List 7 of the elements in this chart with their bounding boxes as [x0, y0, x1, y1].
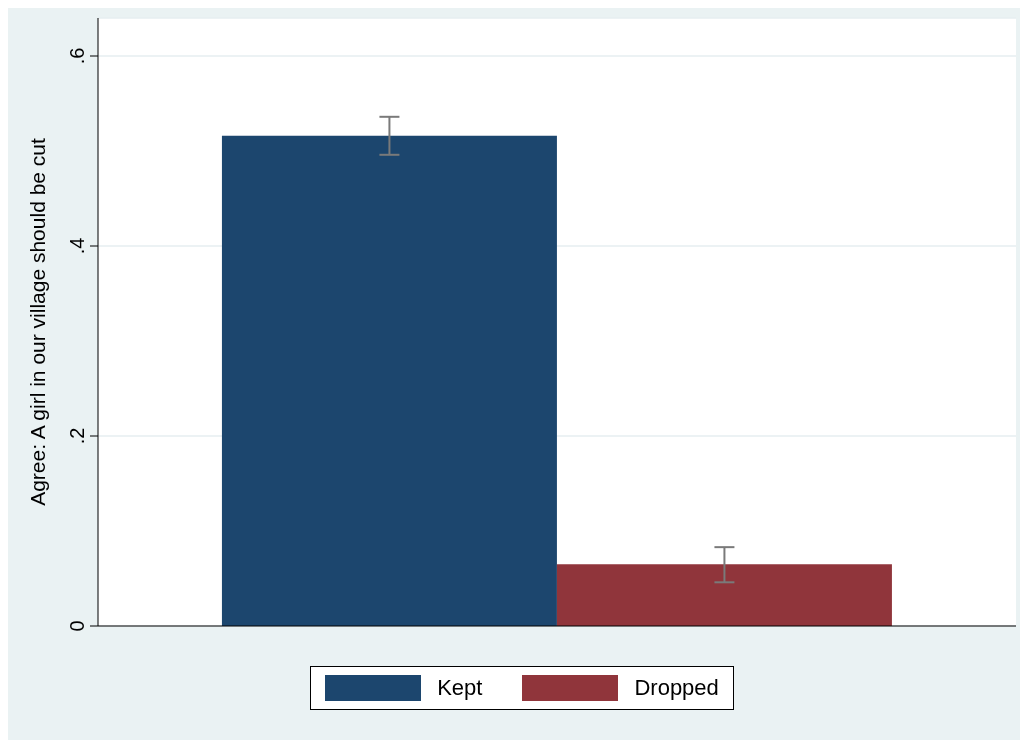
y-tick-label: .6 — [66, 47, 88, 65]
legend-label: Dropped — [634, 675, 719, 701]
y-tick-label: .4 — [66, 237, 88, 255]
y-axis-title: Agree: A girl in our village should be cut — [26, 137, 50, 506]
y-tick-label: .2 — [66, 427, 88, 445]
legend-label: Kept — [437, 675, 483, 701]
y-tick-label: 0 — [66, 620, 88, 632]
